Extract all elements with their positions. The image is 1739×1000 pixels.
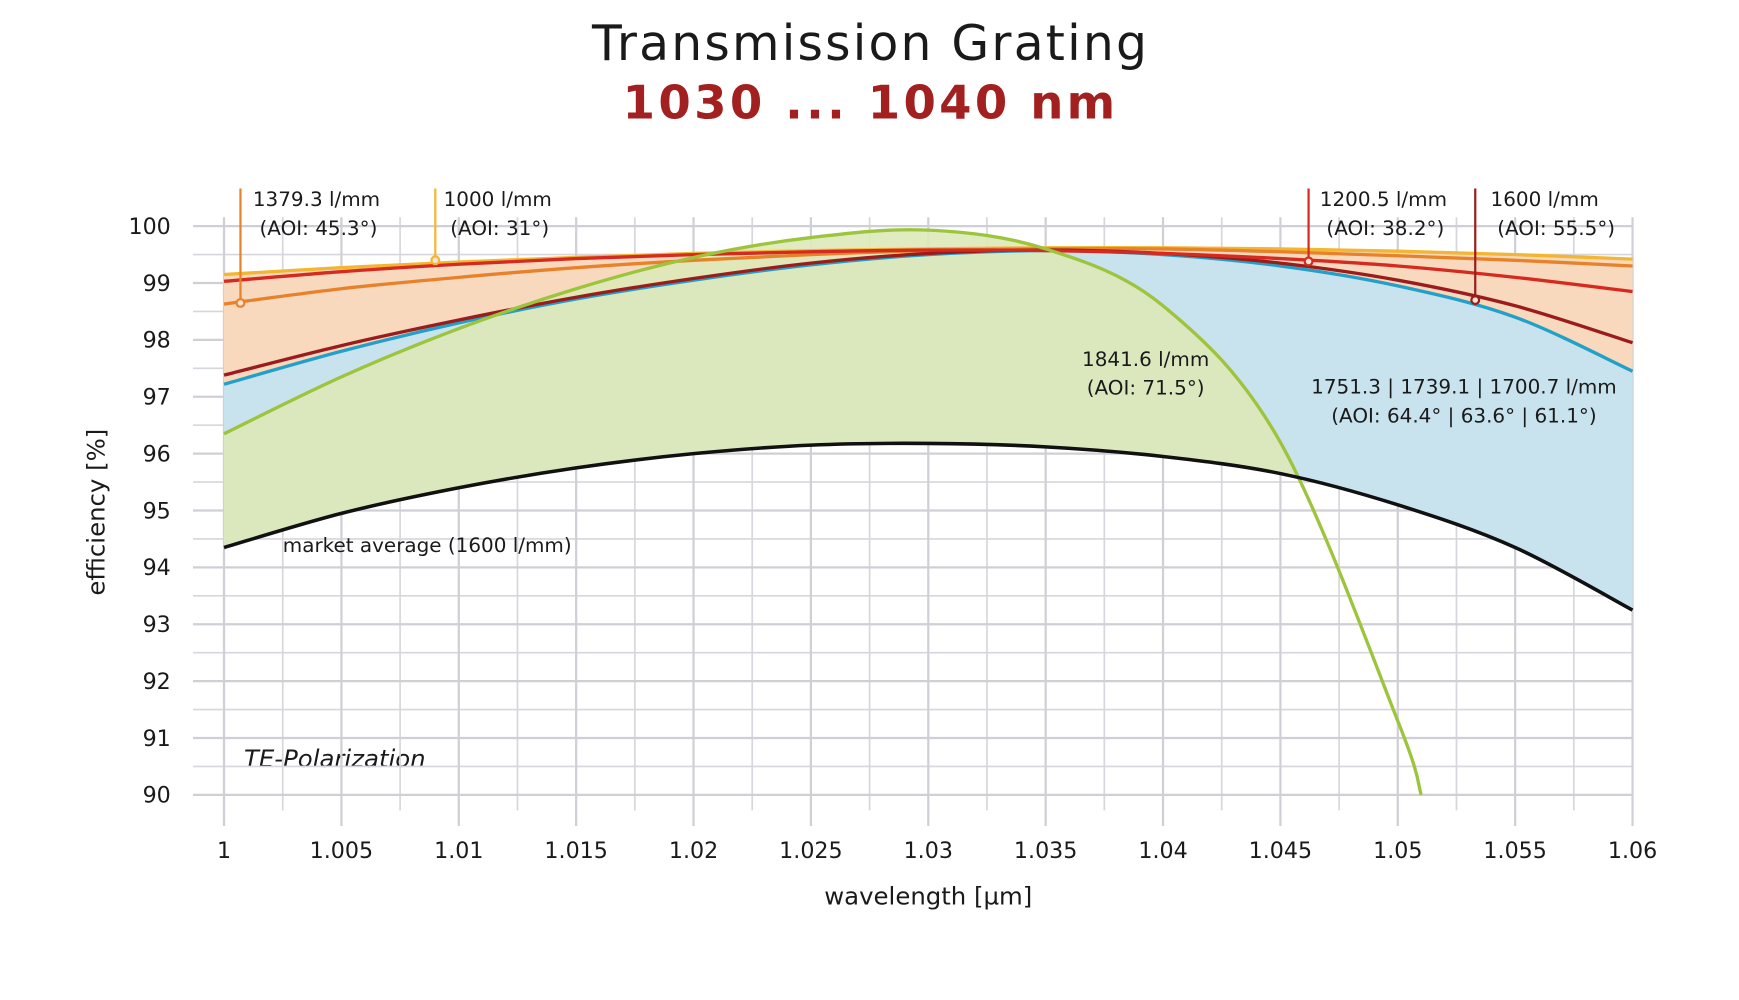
annotation-text: (AOI: 64.4° | 63.6° | 61.1°) <box>1331 403 1596 427</box>
x-tick-label: 1.02 <box>669 838 718 864</box>
x-tick-label: 1.005 <box>310 838 373 864</box>
annotation-text: 1000 l/mm <box>444 187 552 211</box>
x-tick-label: 1.015 <box>544 838 607 864</box>
x-tick-label: 1.045 <box>1249 838 1312 864</box>
series-line <box>223 248 1634 377</box>
y-tick-label: 95 <box>143 498 171 524</box>
annotation-text: (AOI: 45.3°) <box>260 216 378 240</box>
x-tick-label: 1.055 <box>1483 838 1546 864</box>
y-tick-label: 96 <box>143 441 171 467</box>
series-line <box>223 441 1634 612</box>
x-tick-label: 1.04 <box>1138 838 1187 864</box>
series-label: market average (1600 l/mm) <box>283 533 572 557</box>
x-tick-label: 1.03 <box>904 838 953 864</box>
annotation-text: (AOI: 71.5°) <box>1087 376 1205 400</box>
y-axis-label: efficiency [%] <box>81 429 110 596</box>
area-fill <box>224 247 1633 385</box>
y-tick-label: 91 <box>143 726 171 752</box>
annotation-marker <box>1303 256 1314 267</box>
x-tick-label: 1.035 <box>1014 838 1077 864</box>
annotation-text: 1600 l/mm <box>1491 187 1599 211</box>
x-tick-label: 1 <box>217 838 231 864</box>
note: TE-Polarization <box>244 744 426 773</box>
annotation-text: (AOI: 55.5°) <box>1497 216 1615 240</box>
x-tick-label: 1.05 <box>1373 838 1422 864</box>
y-tick-label: 98 <box>143 328 171 354</box>
annotation-text: 1751.3 | 1739.1 | 1700.7 l/mm <box>1311 375 1617 399</box>
y-tick-label: 94 <box>143 555 171 581</box>
annotation-text: 1379.3 l/mm <box>253 187 380 211</box>
x-tick-label: 1.01 <box>434 838 483 864</box>
x-axis-label: wavelength [µm] <box>824 882 1032 911</box>
y-tick-label: 93 <box>143 612 171 638</box>
y-tick-label: 99 <box>143 271 171 297</box>
annotation-text: (AOI: 31°) <box>450 216 549 240</box>
y-tick-label: 97 <box>143 385 171 411</box>
annotation-text: (AOI: 38.2°) <box>1326 216 1444 240</box>
chart-title: Transmission Grating <box>591 15 1149 72</box>
annotation-marker <box>1470 295 1481 306</box>
annotation-text: 1841.6 l/mm <box>1082 347 1209 371</box>
annotation-marker <box>235 297 246 308</box>
chart-subtitle: 1030 ... 1040 nm <box>623 76 1119 130</box>
x-tick-label: 1.06 <box>1608 838 1657 864</box>
series-line <box>223 228 1423 796</box>
y-tick-label: 90 <box>143 783 171 809</box>
annotation-marker <box>430 255 441 266</box>
y-tick-label: 100 <box>128 214 170 240</box>
y-tick-label: 92 <box>143 669 171 695</box>
series-line <box>223 248 1633 294</box>
x-tick-label: 1.025 <box>779 838 842 864</box>
annotation-text: 1200.5 l/mm <box>1320 187 1447 211</box>
